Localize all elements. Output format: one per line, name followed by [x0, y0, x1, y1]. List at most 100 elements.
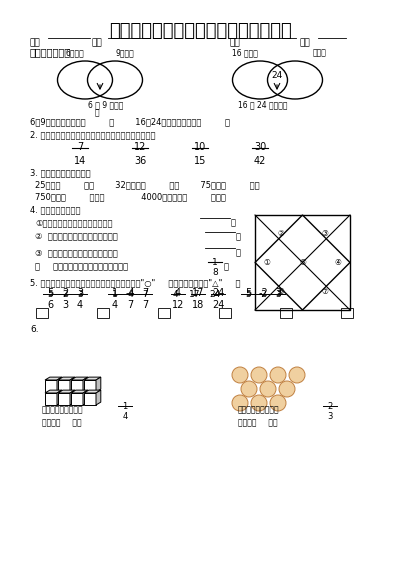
- Polygon shape: [57, 390, 62, 405]
- Text: 14: 14: [74, 156, 86, 166]
- Text: 24: 24: [209, 290, 221, 299]
- Text: 16 和 24 的公因数: 16 和 24 的公因数: [238, 100, 288, 109]
- Polygon shape: [58, 380, 70, 392]
- Text: 橘子的个数是柿子的: 橘子的个数是柿子的: [238, 405, 280, 414]
- Polygon shape: [84, 390, 101, 393]
- Circle shape: [232, 395, 248, 411]
- Text: ⑤: ⑤: [299, 258, 306, 267]
- Polygon shape: [45, 380, 57, 392]
- Text: 4: 4: [77, 300, 83, 310]
- Polygon shape: [84, 377, 101, 380]
- Text: 36: 36: [134, 156, 146, 166]
- Text: 15: 15: [194, 156, 206, 166]
- Text: 姓名: 姓名: [92, 38, 103, 47]
- Text: 6 和 9 的公倍: 6 和 9 的公倍: [88, 100, 123, 109]
- Text: 18: 18: [192, 300, 204, 310]
- Text: 6和9的最小公倍数是（         ）        16和24的最大公因数是（         ）: 6和9的最小公倍数是（ ） 16和24的最大公因数是（ ）: [30, 117, 230, 126]
- Circle shape: [279, 381, 295, 397]
- Text: 3: 3: [62, 300, 68, 310]
- Text: 2: 2: [62, 290, 68, 299]
- Text: 3: 3: [275, 290, 281, 299]
- Text: 1: 1: [212, 258, 218, 267]
- Circle shape: [251, 367, 267, 383]
- Text: 7: 7: [142, 288, 148, 298]
- Text: 750克＝（         ）千克              4000平方米＝（         ）公顷: 750克＝（ ）千克 4000平方米＝（ ）公顷: [35, 192, 226, 201]
- Polygon shape: [70, 390, 75, 405]
- Text: ③: ③: [321, 229, 328, 238]
- Circle shape: [270, 367, 286, 383]
- Circle shape: [241, 381, 257, 397]
- Text: 6.: 6.: [30, 325, 39, 334]
- Polygon shape: [71, 393, 83, 405]
- Circle shape: [232, 367, 248, 383]
- Text: 5: 5: [47, 288, 53, 298]
- Text: ②: ②: [277, 229, 284, 238]
- Text: 10: 10: [194, 142, 206, 152]
- Text: ⑥: ⑥: [277, 288, 284, 297]
- Text: -2: -2: [258, 288, 268, 298]
- Polygon shape: [45, 377, 62, 380]
- Text: 24: 24: [271, 71, 283, 80]
- Text: 苏教国标版五年级数学下册期中检测卷: 苏教国标版五年级数学下册期中检测卷: [109, 22, 291, 40]
- Polygon shape: [45, 390, 62, 393]
- Text: 正方体（     ）个: 正方体（ ）个: [42, 418, 82, 427]
- Text: 7: 7: [127, 300, 133, 310]
- Text: 9的倍数: 9的倍数: [116, 48, 134, 57]
- Text: 25秒＝（         ）分        32厘米＝（         ）米        75分＝（         ）时: 25秒＝（ ）分 32厘米＝（ ）米 75分＝（ ）时: [35, 180, 260, 189]
- Polygon shape: [96, 377, 101, 392]
- Text: 。: 。: [231, 218, 236, 227]
- Text: 6的倍数: 6的倍数: [66, 48, 84, 57]
- Text: 4. 右图是一副切形板: 4. 右图是一副切形板: [30, 205, 80, 214]
- Circle shape: [260, 381, 276, 397]
- Text: 5: 5: [245, 290, 251, 299]
- Text: 4: 4: [175, 288, 181, 298]
- Polygon shape: [58, 377, 75, 380]
- Text: 2: 2: [62, 288, 68, 298]
- Text: 12: 12: [172, 300, 184, 310]
- Circle shape: [270, 395, 286, 411]
- Text: ③  号图形的面积占大正方形面积的: ③ 号图形的面积占大正方形面积的: [35, 248, 118, 257]
- Polygon shape: [84, 393, 96, 405]
- Text: 8: 8: [212, 268, 218, 277]
- Text: 12: 12: [134, 142, 146, 152]
- Text: ②  号图形的面积占大正方形面积的: ② 号图形的面积占大正方形面积的: [35, 232, 118, 241]
- Text: 1: 1: [112, 288, 118, 298]
- Polygon shape: [58, 393, 70, 405]
- Text: 17: 17: [192, 288, 204, 298]
- Polygon shape: [71, 377, 88, 380]
- Text: 。: 。: [236, 248, 241, 257]
- Circle shape: [251, 395, 267, 411]
- Text: 7: 7: [142, 290, 148, 299]
- Polygon shape: [83, 390, 88, 405]
- Text: ④: ④: [334, 258, 342, 267]
- Text: 橘子有（     ）个: 橘子有（ ）个: [238, 418, 278, 427]
- Text: 17: 17: [189, 290, 201, 299]
- Text: 4: 4: [112, 300, 118, 310]
- Text: 30: 30: [254, 142, 266, 152]
- Text: ①号图形的面积占大正方形面积的: ①号图形的面积占大正方形面积的: [35, 218, 112, 227]
- Text: 6: 6: [47, 300, 53, 310]
- Polygon shape: [96, 390, 101, 405]
- Text: 4: 4: [122, 412, 128, 421]
- Text: 3. 在括号内填上最简分数: 3. 在括号内填上最简分数: [30, 168, 91, 177]
- Text: 。: 。: [224, 262, 229, 271]
- Text: -4: -4: [126, 290, 134, 299]
- Text: 5: 5: [47, 290, 53, 299]
- Text: 24: 24: [212, 288, 224, 298]
- Text: 5. 比较下面每组三个数的大小，在最大的下面画"○"     、在最小的下面画"△"     。: 5. 比较下面每组三个数的大小，在最大的下面画"○" 、在最小的下面画"△" 。: [30, 278, 240, 287]
- Polygon shape: [58, 390, 75, 393]
- Text: 5: 5: [245, 288, 251, 298]
- Text: 一、谨慎填写：: 一、谨慎填写：: [30, 47, 71, 57]
- Text: 的因数: 的因数: [313, 48, 327, 57]
- Text: 7: 7: [77, 142, 83, 152]
- Text: 班级: 班级: [30, 38, 41, 47]
- Polygon shape: [45, 393, 57, 405]
- Polygon shape: [70, 377, 75, 392]
- Text: 4: 4: [172, 290, 178, 299]
- Text: 16 的因数: 16 的因数: [232, 48, 258, 57]
- Text: ⑦: ⑦: [321, 288, 328, 297]
- Text: -4: -4: [125, 288, 135, 298]
- Text: （     ）号图形的面积占大正方形面积的: （ ）号图形的面积占大正方形面积的: [35, 262, 128, 271]
- Text: 24: 24: [212, 300, 224, 310]
- Text: ①: ①: [264, 258, 270, 267]
